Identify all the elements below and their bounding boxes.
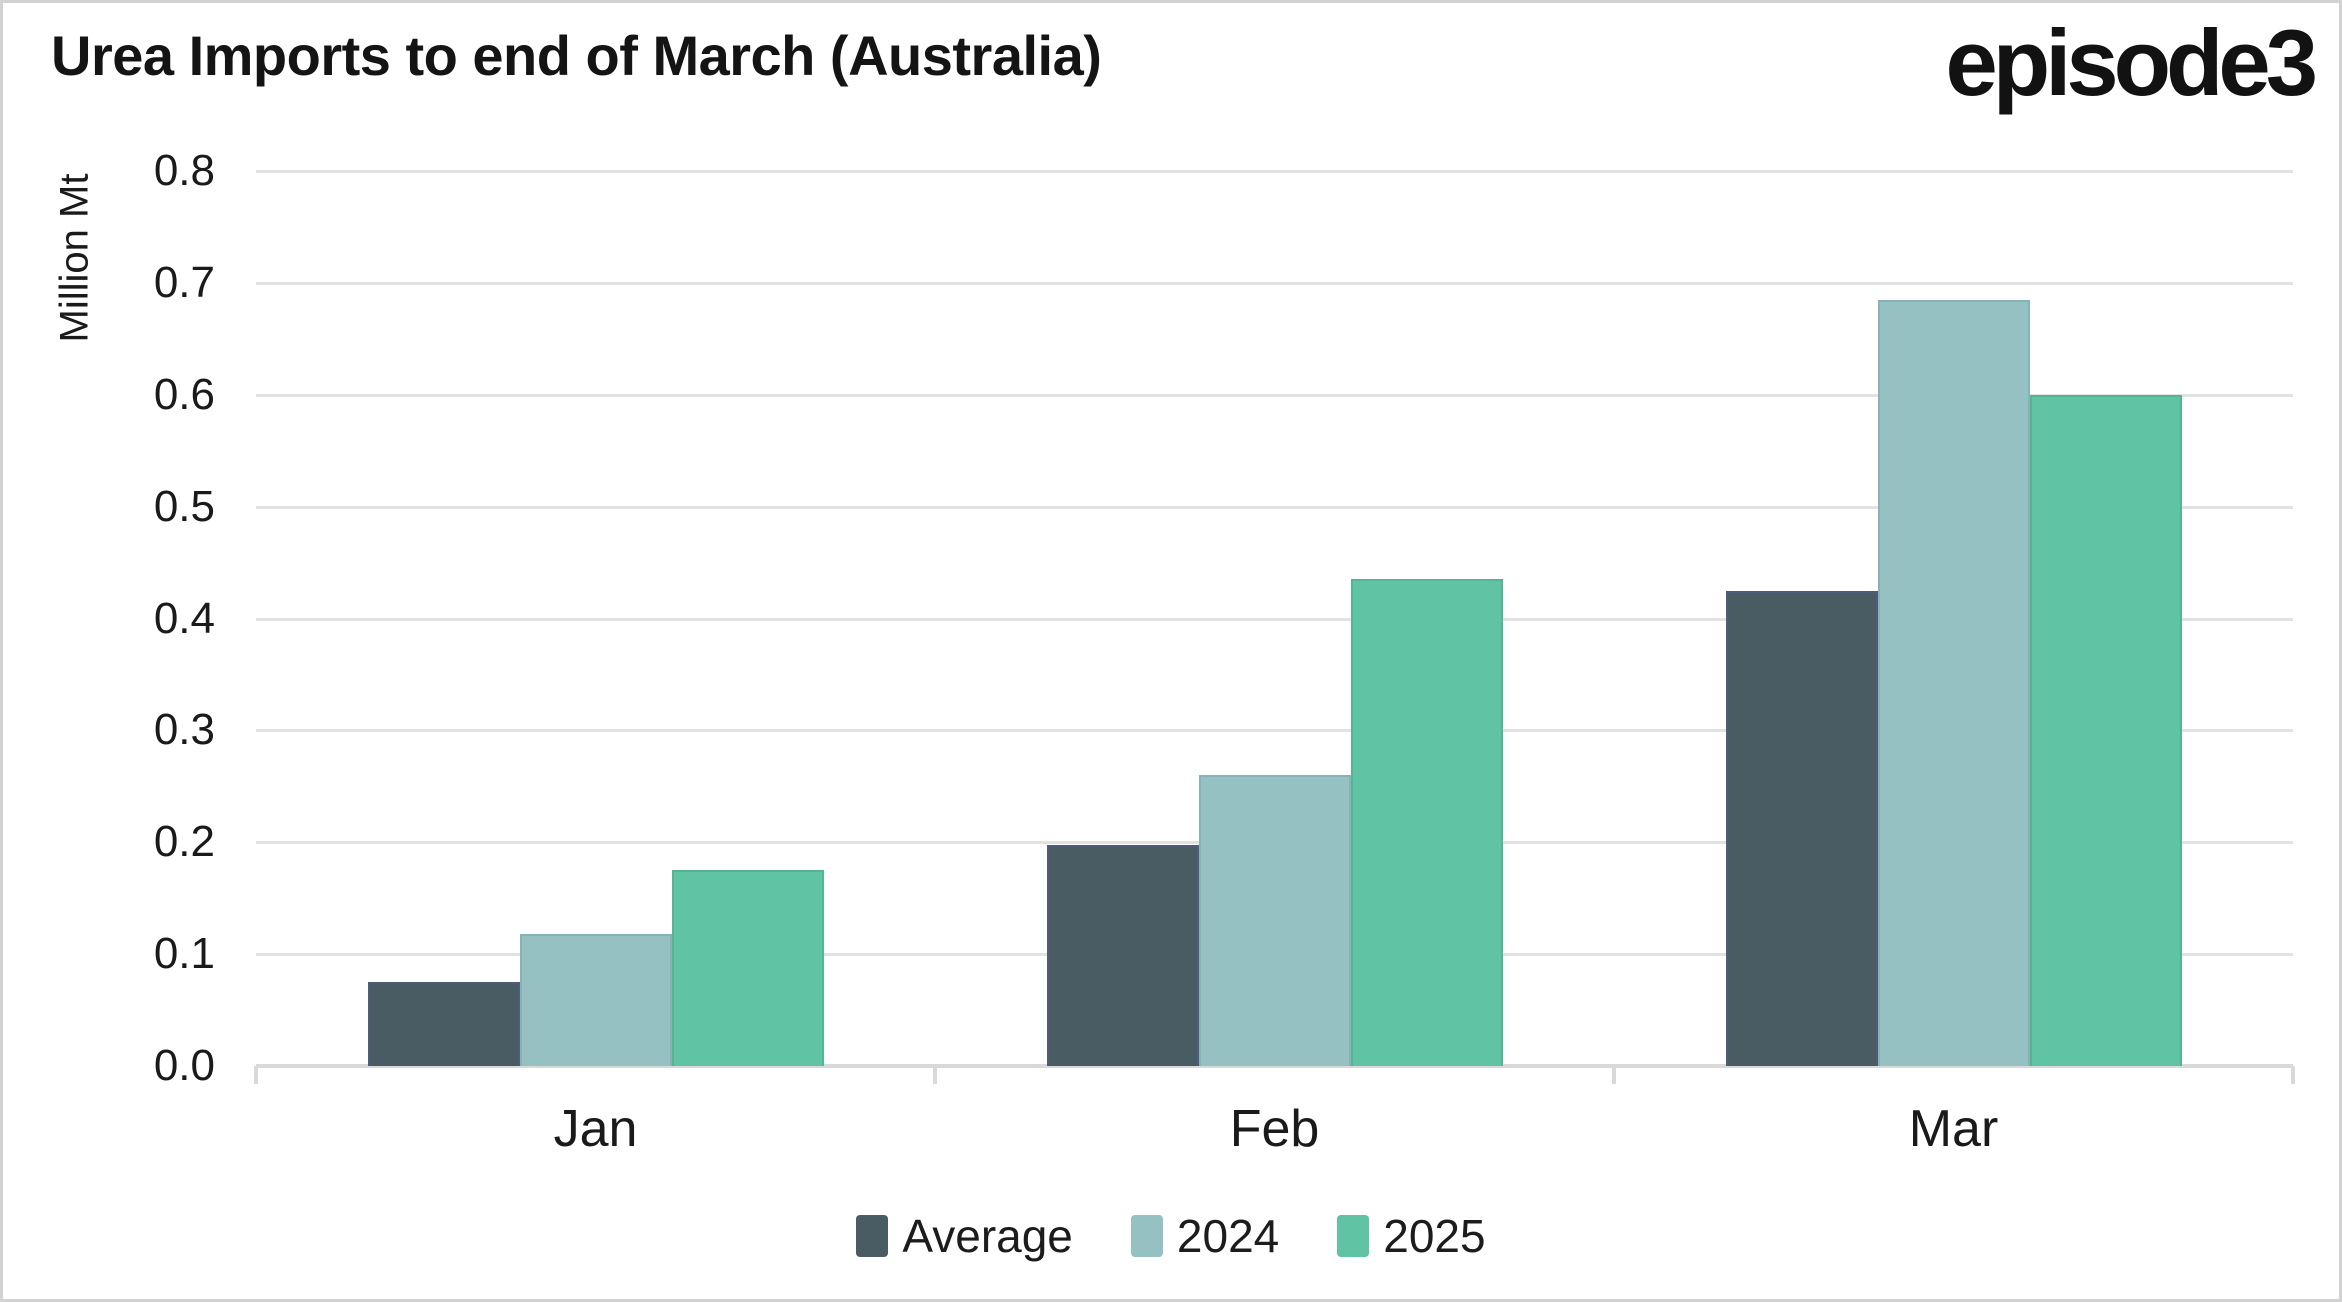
y-tick-label-0.4: 0.4: [153, 593, 215, 643]
episode3-logo: episode3: [1945, 10, 2318, 115]
bar-jan-2024: [519, 934, 672, 1066]
legend-item-2024: 2024: [1130, 1209, 1280, 1263]
legend: Average 2024 2025: [3, 1209, 2339, 1263]
chart-title: Urea Imports to end of March (Australia): [51, 24, 1102, 87]
bar-feb-2025: [1350, 579, 1503, 1066]
legend-item-2025: 2025: [1337, 1209, 1486, 1263]
plot-area: [254, 170, 2295, 1084]
y-tick-label-0.8: 0.8: [153, 146, 215, 195]
bar-group-mar: [1614, 171, 2293, 1066]
gridline-0.3: [256, 729, 2293, 733]
y-tick-label-0.0: 0.0: [153, 1041, 215, 1090]
legend-swatch-average: [856, 1215, 889, 1257]
x-axis-label-feb: Feb: [1229, 1100, 1320, 1158]
y-tick-label-0.5: 0.5: [153, 481, 215, 531]
y-tick-label-0.1: 0.1: [153, 929, 215, 979]
x-axis-tick: [1612, 1066, 1616, 1084]
x-axis-tick: [933, 1066, 937, 1084]
bar-jan-2025: [671, 870, 824, 1066]
bar-mar-2025: [2029, 394, 2182, 1066]
gridline-0.6: [256, 393, 2293, 397]
gridline-0.8: [256, 170, 2293, 173]
bar-jan-average: [367, 982, 520, 1066]
bar-mar-average: [1725, 590, 1878, 1066]
x-axis-tick: [254, 1066, 258, 1084]
y-tick-label-0.6: 0.6: [153, 369, 215, 419]
legend-swatch-2024: [1130, 1215, 1163, 1257]
x-axis-tick: [2291, 1066, 2295, 1084]
bar-feb-average: [1046, 844, 1199, 1066]
gridline-0.5: [256, 505, 2293, 509]
legend-label-average: Average: [902, 1210, 1073, 1262]
legend-label-2025: 2025: [1383, 1210, 1486, 1262]
gridline-0.7: [256, 281, 2293, 285]
x-axis-label-mar: Mar: [1908, 1100, 1999, 1158]
y-tick-label-0.3: 0.3: [153, 705, 215, 755]
bar-group-feb: [935, 171, 1614, 1066]
y-tick-label-0.2: 0.2: [153, 817, 215, 867]
x-axis-line: [256, 1064, 2293, 1068]
gridline-0.4: [256, 617, 2293, 621]
bar-group-jan: [256, 171, 935, 1066]
bar-mar-2024: [1877, 299, 2030, 1066]
legend-label-2024: 2024: [1176, 1210, 1280, 1262]
legend-item-average: Average: [856, 1209, 1073, 1263]
bar-feb-2024: [1198, 775, 1351, 1066]
legend-swatch-2025: [1337, 1215, 1370, 1257]
y-tick-label-0.7: 0.7: [153, 257, 215, 307]
x-axis-label-jan: Jan: [553, 1100, 638, 1158]
